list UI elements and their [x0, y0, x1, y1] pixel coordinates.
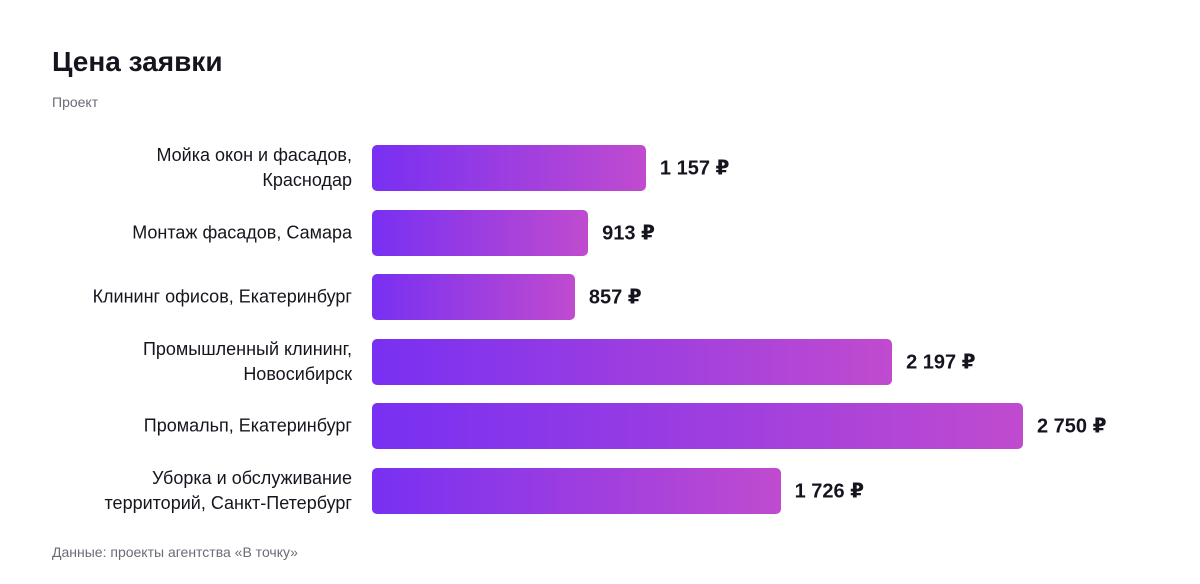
category-label: Уборка и обслуживание территорий, Санкт-… [104, 468, 352, 513]
value-label: 1 157 ₽ [659, 157, 730, 180]
category-label: Мойка окон и фасадов, Краснодар [156, 145, 352, 190]
bar [372, 145, 646, 191]
bar [372, 274, 575, 321]
chart-title: Цена заявки [52, 46, 223, 77]
value-label: 2 197 ₽ [906, 351, 976, 374]
category-label: Клининг офисов, Екатеринбург [92, 286, 352, 307]
bar [372, 338, 893, 385]
value-label: 2 750 ₽ [1037, 415, 1107, 438]
bar [372, 209, 589, 256]
bar [372, 403, 1023, 450]
value-label: 913 ₽ [602, 222, 655, 245]
category-label: Промальп, Екатеринбург [143, 415, 352, 436]
source-note: Данные: проекты агентства «В точку» [52, 544, 298, 560]
chart-subtitle: Проект [52, 94, 99, 110]
value-label: 857 ₽ [588, 286, 642, 309]
category-label: Монтаж фасадов, Самара [132, 222, 352, 243]
value-label: 1 726 ₽ [794, 480, 865, 503]
bar [372, 468, 781, 514]
category-label: Промышленный клининг, Новосибирск [142, 338, 352, 384]
